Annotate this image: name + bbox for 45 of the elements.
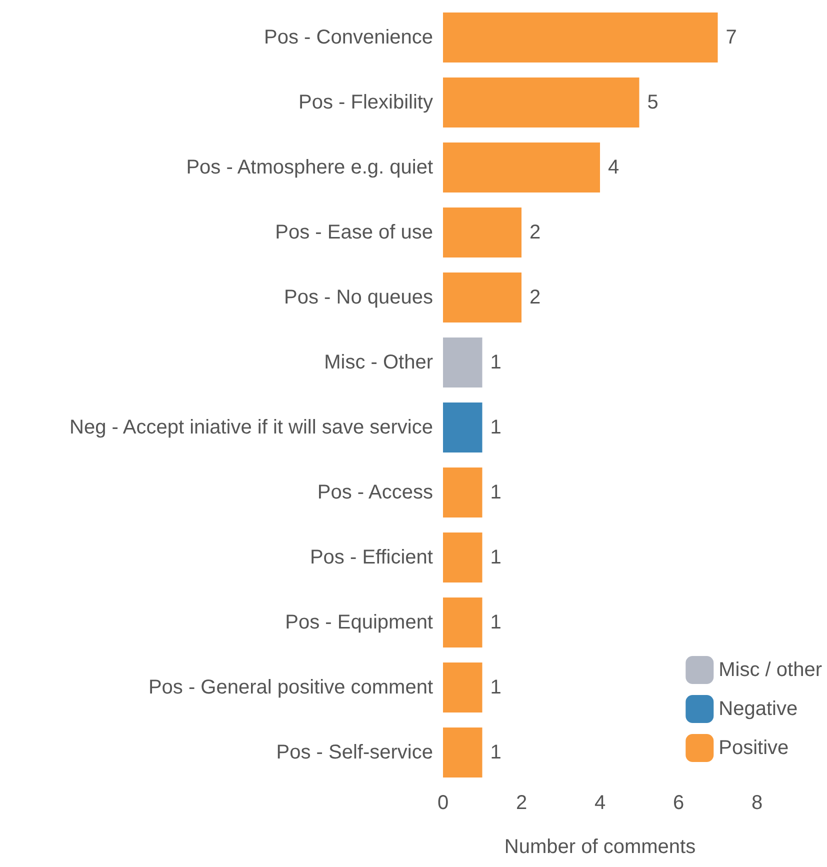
y-tick-label: Pos - Access	[317, 482, 433, 504]
x-tick-label: 0	[437, 792, 449, 814]
bar	[443, 532, 482, 582]
data-label: 1	[490, 416, 502, 438]
bar	[443, 12, 718, 62]
x-tick-label: 2	[516, 792, 528, 814]
bar	[443, 662, 482, 712]
data-label: 1	[490, 676, 502, 698]
y-tick-label: Pos - No queues	[284, 286, 433, 308]
bar	[443, 78, 640, 128]
data-label: 2	[530, 286, 541, 308]
x-axis-title: Number of comments	[504, 836, 696, 858]
bar	[443, 598, 482, 648]
x-tick-label: 6	[672, 792, 684, 814]
data-label: 1	[490, 546, 502, 568]
y-tick-label: Pos - Ease of use	[275, 222, 433, 244]
y-tick-label: Neg - Accept iniative if it will save service	[70, 416, 433, 438]
y-tick-label: Pos - General positive comment	[148, 676, 434, 698]
legend-label: Negative	[718, 698, 798, 720]
bar	[443, 728, 482, 778]
y-tick-label: Pos - Atmosphere e.g. quiet	[186, 156, 434, 178]
y-tick-label: Pos - Flexibility	[298, 92, 433, 114]
y-tick-label: Pos - Equipment	[285, 612, 434, 634]
bar	[443, 468, 482, 518]
legend-label: Misc / other	[718, 659, 822, 681]
data-label: 2	[530, 222, 541, 244]
y-tick-label: Pos - Convenience	[264, 26, 433, 48]
legend-label: Positive	[718, 737, 789, 759]
x-tick-label: 4	[594, 792, 606, 814]
bar	[443, 142, 600, 192]
y-tick-label: Pos - Efficient	[310, 546, 434, 568]
data-label: 5	[647, 92, 658, 114]
bar	[443, 338, 482, 388]
data-label: 1	[490, 612, 502, 634]
data-label: 1	[490, 482, 502, 504]
data-label: 7	[726, 26, 737, 48]
bar	[443, 272, 522, 322]
data-label: 1	[490, 352, 502, 374]
bar	[443, 208, 522, 258]
data-label: 1	[490, 742, 502, 764]
y-tick-label: Misc - Other	[324, 352, 434, 374]
data-label: 4	[608, 156, 620, 178]
x-tick-label: 8	[751, 792, 763, 814]
bar	[443, 402, 482, 452]
y-tick-label: Pos - Self-service	[276, 742, 433, 764]
